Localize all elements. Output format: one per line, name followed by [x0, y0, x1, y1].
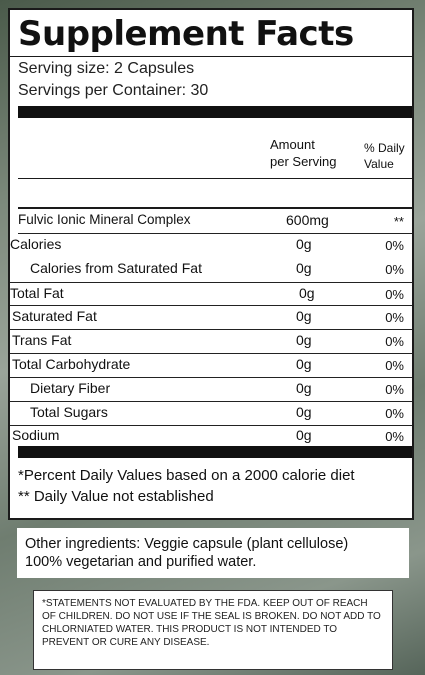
- daily-value-header: % Daily Value: [364, 140, 405, 172]
- row-amount: 0g: [296, 260, 312, 276]
- row-amount: 0g: [296, 404, 312, 420]
- row-dv: 0%: [385, 334, 404, 349]
- row-name: Total Carbohydrate: [12, 356, 131, 372]
- row-amount: 0g: [296, 427, 312, 443]
- row-fulvic: Fulvic Ionic Mineral Complex 600mg **: [18, 210, 404, 232]
- row-total-fat: Total Fat 0g 0%: [10, 283, 404, 305]
- row-divider: [10, 305, 412, 306]
- row-amount: 0g: [296, 308, 312, 324]
- row-calories-sat-fat: Calories from Saturated Fat 0g 0%: [18, 258, 404, 280]
- row-name: Calories from Saturated Fat: [30, 260, 202, 276]
- row-name: Calories: [10, 236, 62, 252]
- dv-header-line2: Value: [364, 157, 394, 171]
- row-dv: 0%: [385, 429, 404, 444]
- row-name: Fulvic Ionic Mineral Complex: [18, 212, 191, 227]
- row-sodium: Sodium 0g 0%: [12, 425, 404, 447]
- panel-title: Supplement Facts: [18, 14, 354, 54]
- fda-disclaimer: *STATEMENTS NOT EVALUATED BY THE FDA. KE…: [33, 590, 393, 670]
- thick-divider-bottom: [18, 446, 412, 458]
- row-divider: [10, 353, 412, 354]
- row-amount: 0g: [296, 236, 312, 252]
- row-dv: 0%: [385, 406, 404, 421]
- row-name: Total Fat: [10, 285, 64, 301]
- row-amount: 0g: [296, 380, 312, 396]
- ingredients-line1: Other ingredients: Veggie capsule (plant…: [25, 536, 349, 552]
- row-amount: 0g: [296, 332, 312, 348]
- row-divider: [10, 425, 412, 426]
- section-divider: [18, 207, 412, 209]
- row-calories: Calories 0g 0%: [10, 234, 404, 256]
- amount-header-line1: Amount: [270, 137, 315, 152]
- row-name: Trans Fat: [12, 332, 72, 348]
- thick-divider-top: [18, 106, 412, 118]
- row-divider: [10, 401, 412, 402]
- row-dv: 0%: [385, 287, 404, 302]
- row-dv: 0%: [385, 382, 404, 397]
- row-amount: 0g: [299, 285, 315, 301]
- row-saturated-fat: Saturated Fat 0g 0%: [12, 306, 404, 328]
- title-divider: [10, 56, 412, 57]
- row-name: Saturated Fat: [12, 308, 97, 324]
- row-total-carbohydrate: Total Carbohydrate 0g 0%: [12, 354, 404, 376]
- row-dietary-fiber: Dietary Fiber 0g 0%: [18, 378, 404, 400]
- amount-header: Amount per Serving: [270, 136, 336, 170]
- footnote-percent-dv: *Percent Daily Values based on a 2000 ca…: [18, 467, 355, 484]
- header-divider: [18, 178, 412, 179]
- row-dv: 0%: [385, 310, 404, 325]
- row-divider: [18, 233, 412, 234]
- supplement-facts-panel: Supplement Facts Serving size: 2 Capsule…: [8, 8, 414, 520]
- row-name: Sodium: [12, 427, 60, 443]
- row-name: Total Sugars: [30, 404, 108, 420]
- row-dv: 0%: [385, 238, 404, 253]
- row-total-sugars: Total Sugars 0g 0%: [18, 402, 404, 424]
- other-ingredients: Other ingredients: Veggie capsule (plant…: [17, 528, 409, 578]
- row-amount: 600mg: [286, 212, 329, 228]
- amount-header-line2: per Serving: [270, 154, 337, 169]
- dv-header-line1: % Daily: [364, 141, 405, 155]
- row-amount: 0g: [296, 356, 312, 372]
- row-divider: [10, 282, 412, 283]
- serving-size: Serving size: 2 Capsules: [18, 60, 195, 77]
- row-divider: [10, 377, 412, 378]
- row-dv: **: [393, 214, 404, 229]
- row-dv: 0%: [385, 262, 404, 277]
- footnote-dv-not-established: ** Daily Value not established: [18, 488, 214, 505]
- row-divider: [10, 329, 412, 330]
- row-dv: 0%: [385, 358, 404, 373]
- row-trans-fat: Trans Fat 0g 0%: [12, 330, 404, 352]
- row-name: Dietary Fiber: [30, 380, 111, 396]
- ingredients-line2: 100% vegetarian and purified water.: [25, 554, 257, 570]
- servings-per-container: Servings per Container: 30: [18, 82, 209, 99]
